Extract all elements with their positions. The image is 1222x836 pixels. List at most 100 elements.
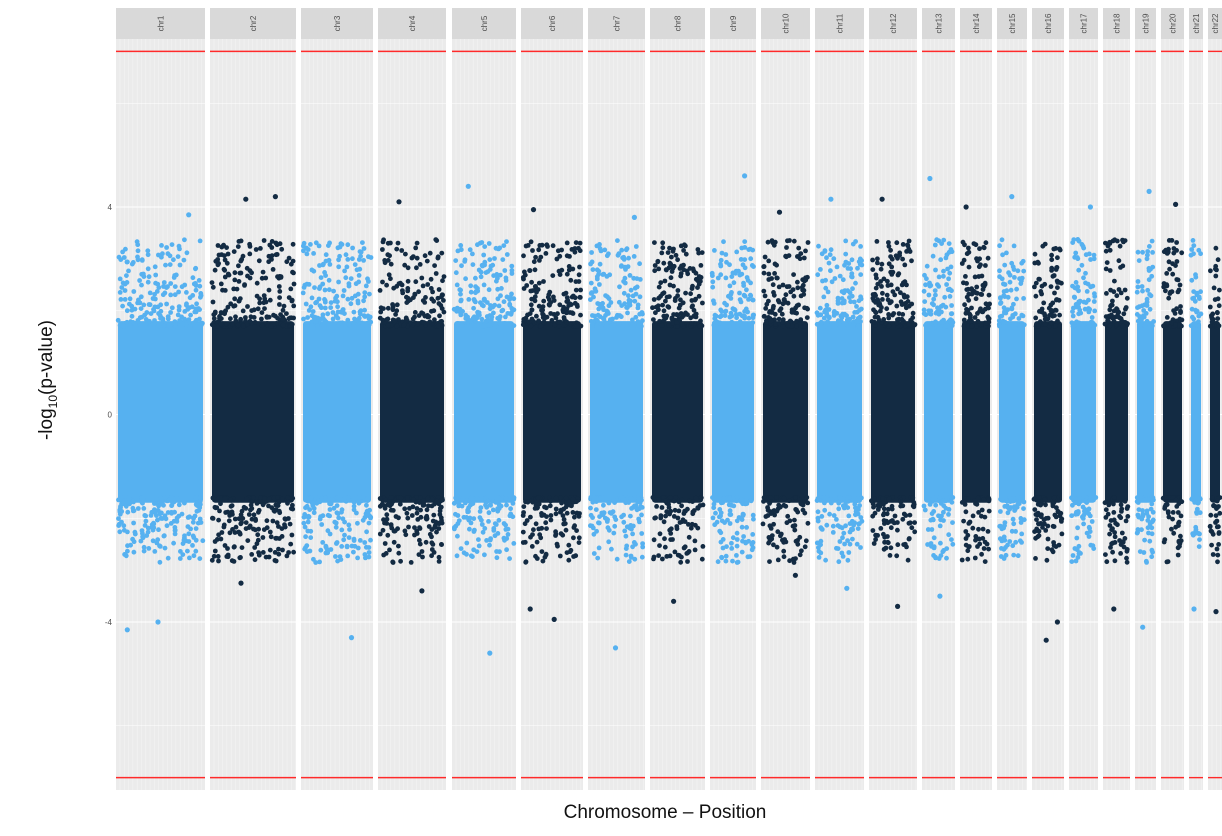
data-point — [1110, 298, 1115, 304]
data-point — [362, 552, 368, 557]
data-point — [304, 245, 309, 251]
data-point — [969, 318, 974, 324]
data-point — [895, 542, 901, 548]
data-point — [309, 295, 315, 301]
data-point — [823, 277, 828, 283]
data-point — [832, 309, 837, 314]
data-point — [732, 307, 737, 312]
data-point — [1003, 498, 1009, 504]
data-point — [468, 520, 474, 526]
facet-strip-chr10 — [761, 8, 810, 39]
data-point — [1149, 531, 1155, 537]
data-point — [345, 553, 351, 559]
data-point — [131, 520, 137, 526]
data-point — [1161, 323, 1166, 329]
data-point — [301, 520, 307, 526]
data-point — [845, 266, 851, 271]
data-point — [1207, 304, 1213, 310]
data-point — [323, 495, 328, 501]
facet-strip-chr21 — [1189, 8, 1203, 39]
data-point — [1076, 320, 1082, 326]
data-point — [1018, 516, 1024, 521]
data-point — [121, 500, 127, 506]
data-point — [880, 297, 885, 302]
data-point — [193, 287, 199, 293]
data-point — [308, 535, 314, 540]
data-point — [848, 299, 853, 305]
data-point — [115, 317, 121, 323]
data-point — [307, 507, 313, 512]
data-point — [739, 323, 745, 329]
data-point — [1082, 507, 1088, 512]
data-point — [260, 535, 266, 540]
data-point — [750, 540, 756, 545]
data-point — [318, 547, 324, 553]
data-point — [277, 302, 282, 307]
data-point — [735, 322, 741, 328]
data-point — [219, 530, 225, 535]
data-point — [390, 559, 396, 565]
data-point — [118, 505, 123, 511]
data-point — [484, 538, 489, 543]
data-point — [1194, 290, 1200, 296]
data-point — [461, 514, 467, 520]
data-point — [146, 546, 152, 551]
data-point — [712, 248, 717, 253]
data-point — [243, 506, 249, 511]
data-point — [1017, 323, 1023, 329]
facet-chr7: chr7 — [588, 8, 646, 790]
data-point — [147, 290, 153, 296]
data-point — [800, 282, 806, 288]
data-point — [710, 273, 715, 279]
data-point — [1175, 552, 1181, 558]
data-point — [1051, 524, 1057, 529]
data-point — [636, 323, 642, 329]
data-point — [540, 304, 546, 309]
data-point — [747, 554, 753, 559]
data-point — [781, 502, 787, 508]
data-point — [660, 240, 666, 246]
data-point — [521, 253, 526, 259]
data-point — [578, 287, 583, 293]
data-point — [850, 314, 856, 320]
data-point — [470, 315, 476, 321]
data-point — [622, 528, 628, 534]
data-point — [842, 262, 847, 268]
data-point — [161, 284, 166, 289]
data-point — [925, 527, 931, 532]
data-point — [629, 506, 634, 511]
data-point — [841, 530, 847, 536]
data-point — [909, 525, 915, 531]
data-point — [688, 315, 694, 321]
data-point — [533, 521, 539, 527]
data-point — [844, 317, 850, 323]
data-point — [1009, 496, 1014, 502]
data-point — [849, 257, 855, 263]
data-point — [1092, 294, 1098, 299]
data-point — [723, 558, 729, 564]
points-core-chr15 — [999, 321, 1025, 503]
data-point — [1140, 288, 1145, 294]
data-point — [692, 297, 698, 303]
data-point — [602, 320, 608, 325]
data-point — [651, 317, 656, 322]
data-point — [831, 513, 837, 518]
facet-strip-chr19 — [1135, 8, 1156, 39]
data-point — [998, 509, 1003, 514]
data-point — [896, 271, 902, 277]
data-point — [569, 247, 575, 252]
data-point — [893, 253, 899, 259]
data-point — [837, 539, 843, 544]
data-point — [215, 243, 221, 248]
data-point — [623, 267, 628, 272]
data-point — [895, 520, 900, 525]
data-point — [285, 500, 290, 506]
data-point — [927, 283, 933, 289]
data-point — [122, 552, 127, 557]
data-point — [885, 520, 891, 526]
data-point — [1044, 557, 1050, 563]
data-point — [533, 254, 538, 260]
data-point — [458, 243, 464, 248]
facet-chr21: chr21 — [1188, 8, 1204, 790]
data-point — [555, 543, 560, 549]
